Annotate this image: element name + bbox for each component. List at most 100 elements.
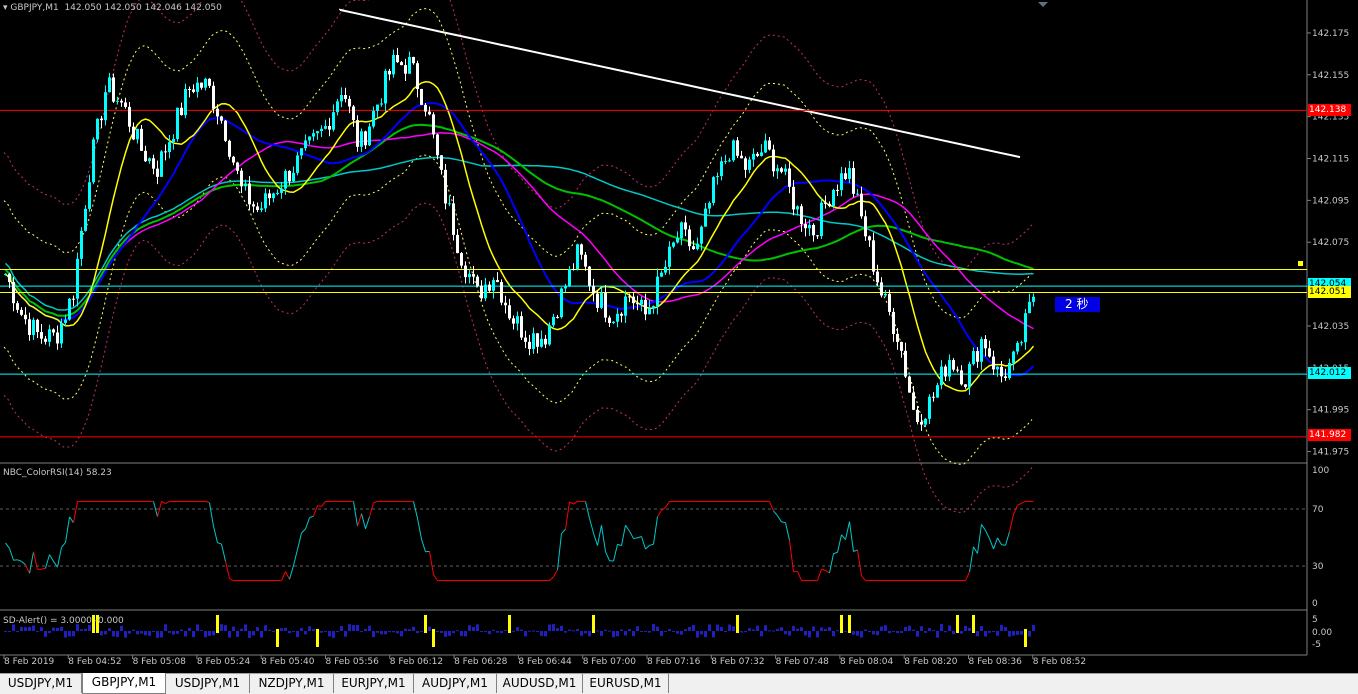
rsi-line-segment xyxy=(213,526,218,543)
alert-histogram-bar xyxy=(948,625,951,631)
alert-histogram-bar xyxy=(808,631,811,638)
tab-audusd[interactable]: AUDUSD,M1 xyxy=(497,674,583,693)
candle-body xyxy=(928,396,931,419)
rsi-line-segment xyxy=(41,567,46,570)
alert-axis-label: 5 xyxy=(1312,615,1318,625)
alert-histogram-bar xyxy=(676,631,679,634)
candle-body xyxy=(836,189,839,191)
candle-body xyxy=(128,106,131,127)
tab-gbpjpy[interactable]: GBPJPY,M1 xyxy=(82,673,166,694)
rsi-axis-label: 30 xyxy=(1312,562,1324,572)
alert-histogram-bar xyxy=(336,631,339,632)
candle-body xyxy=(52,329,55,333)
chart-area[interactable]: 142.175 142.155 142.135 142.115 142.095 142.0… xyxy=(0,0,1358,673)
chart-shift-marker[interactable] xyxy=(1038,2,1048,7)
candle-body xyxy=(172,138,175,143)
rsi-line-segment xyxy=(997,537,1002,545)
rsi-line-segment xyxy=(557,533,562,570)
alert-histogram-bar xyxy=(1024,629,1027,647)
rsi-line-segment xyxy=(321,501,326,507)
candle-body xyxy=(744,158,747,170)
alert-histogram-bar xyxy=(508,615,511,633)
candle-body xyxy=(424,104,427,112)
rsi-line-segment xyxy=(1013,505,1018,515)
alert-histogram-bar xyxy=(172,631,175,635)
candle-body xyxy=(176,107,179,139)
alert-histogram-bar xyxy=(612,631,615,638)
rsi-line-segment xyxy=(1017,502,1022,506)
alert-histogram-bar xyxy=(264,625,267,631)
alert-histogram-bar xyxy=(868,631,871,632)
alert-histogram-bar xyxy=(380,631,383,635)
rsi-line-segment xyxy=(433,574,438,581)
candle-body xyxy=(1004,376,1007,378)
alert-histogram-bar xyxy=(996,631,999,636)
candle-body xyxy=(588,266,591,286)
alert-histogram-bar xyxy=(800,627,803,631)
rsi-line-segment xyxy=(293,549,298,566)
alert-histogram-bar xyxy=(716,624,719,631)
alert-histogram-bar xyxy=(316,629,319,647)
candle-body xyxy=(916,409,919,422)
alert-histogram-bar xyxy=(356,624,359,631)
alert-histogram-bar xyxy=(1000,624,1003,631)
candle-body xyxy=(68,298,71,320)
candle-body xyxy=(464,265,467,278)
candle-body xyxy=(732,140,735,161)
tab-nzdjpy[interactable]: NZDJPY,M1 xyxy=(250,674,334,693)
candle-body xyxy=(936,385,939,398)
candle-body xyxy=(840,173,843,191)
alert-histogram-bar xyxy=(428,626,431,631)
alert-histogram-bar xyxy=(332,631,335,638)
alert-histogram-bar xyxy=(108,628,111,631)
candle-body xyxy=(364,131,367,146)
tab-usdjpy-2[interactable]: USDJPY,M1 xyxy=(166,674,250,693)
alert-histogram-bar xyxy=(544,631,547,637)
alert-histogram-bar xyxy=(476,624,479,631)
candle-body xyxy=(672,242,675,247)
candle-body xyxy=(528,341,531,349)
rsi-line-segment xyxy=(833,551,838,555)
alert-histogram-bar xyxy=(692,625,695,631)
tab-usdjpy-1[interactable]: USDJPY,M1 xyxy=(0,674,82,693)
tab-eurjpy[interactable]: EURJPY,M1 xyxy=(334,674,414,693)
alert-histogram-bar xyxy=(640,631,643,632)
rsi-axis-label: 100 xyxy=(1312,466,1329,476)
rsi-line-segment xyxy=(417,518,422,540)
candle-body xyxy=(868,236,871,241)
candle-body xyxy=(316,131,319,134)
candle-body xyxy=(876,271,879,283)
alert-histogram-bar xyxy=(192,631,195,638)
alert-histogram-bar xyxy=(704,631,707,638)
time-axis-label: 8 Feb 06:12 xyxy=(390,657,443,667)
rsi-line-segment xyxy=(21,560,26,566)
alert-histogram-bar xyxy=(500,631,503,634)
candle-body xyxy=(632,296,635,304)
alert-histogram-bar xyxy=(644,631,647,633)
tab-audjpy[interactable]: AUDJPY,M1 xyxy=(414,674,497,693)
time-axis-label: 8 Feb 07:00 xyxy=(583,657,637,667)
rsi-line-segment xyxy=(161,500,166,505)
alert-histogram-bar xyxy=(216,615,219,633)
candle-body xyxy=(592,285,595,294)
tab-eurusd[interactable]: EURUSD,M1 xyxy=(583,674,669,693)
candle-body xyxy=(1008,363,1011,378)
alert-histogram-bar xyxy=(456,630,459,632)
rsi-line-segment xyxy=(29,551,34,574)
rsi-line-segment xyxy=(657,510,662,517)
candle-body xyxy=(988,348,991,357)
alert-histogram-bar xyxy=(60,626,63,631)
time-axis-label: 8 Feb 06:28 xyxy=(454,657,508,667)
alert-histogram-bar xyxy=(604,629,607,631)
candle-body xyxy=(716,176,719,178)
candle-body xyxy=(20,309,23,315)
alert-histogram-bar xyxy=(284,627,287,631)
rsi-line-segment xyxy=(609,560,614,562)
candle-body xyxy=(260,208,263,210)
candle-body xyxy=(404,65,407,74)
alert-histogram-bar xyxy=(968,627,971,631)
rsi-line-segment xyxy=(49,554,54,562)
candle-body xyxy=(64,319,67,323)
candle-body xyxy=(860,193,863,217)
alert-histogram-bar xyxy=(556,628,559,631)
